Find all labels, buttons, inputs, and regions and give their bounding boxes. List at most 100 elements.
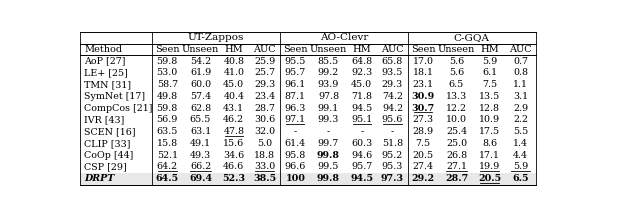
Text: 32.0: 32.0 [254, 127, 275, 136]
Text: -: - [294, 127, 297, 136]
Text: 96.6: 96.6 [285, 162, 306, 171]
Text: 97.3: 97.3 [381, 174, 404, 183]
Text: 28.7: 28.7 [445, 174, 468, 183]
Text: 95.1: 95.1 [351, 115, 372, 124]
Text: 45.0: 45.0 [223, 80, 244, 89]
Text: 34.6: 34.6 [223, 151, 244, 160]
Text: 38.5: 38.5 [253, 174, 276, 183]
Text: 6.1: 6.1 [482, 68, 497, 77]
Text: 17.1: 17.1 [479, 151, 500, 160]
Text: 71.8: 71.8 [351, 92, 372, 101]
Text: 7.5: 7.5 [415, 139, 431, 148]
Text: AUC: AUC [253, 45, 276, 54]
Text: 0.8: 0.8 [513, 68, 528, 77]
Text: 94.5: 94.5 [351, 104, 372, 113]
Text: -: - [360, 127, 364, 136]
Text: Unseen: Unseen [438, 45, 475, 54]
Text: 40.8: 40.8 [223, 57, 244, 66]
Text: HM: HM [225, 45, 243, 54]
Text: 62.8: 62.8 [190, 104, 211, 113]
Text: TMN [31]: TMN [31] [84, 80, 131, 89]
Text: 57.4: 57.4 [190, 92, 211, 101]
Text: 23.4: 23.4 [254, 92, 275, 101]
Text: 64.8: 64.8 [351, 57, 372, 66]
Text: 30.6: 30.6 [254, 115, 275, 124]
Text: 46.2: 46.2 [223, 115, 244, 124]
Text: 30.7: 30.7 [412, 104, 435, 113]
Text: SymNet [17]: SymNet [17] [84, 92, 145, 101]
Text: 97.1: 97.1 [285, 115, 306, 124]
Text: 52.1: 52.1 [157, 151, 178, 160]
Text: 53.0: 53.0 [157, 68, 178, 77]
Text: 5.6: 5.6 [449, 57, 464, 66]
Text: 54.2: 54.2 [190, 57, 211, 66]
Text: 20.5: 20.5 [478, 174, 501, 183]
Text: 10.9: 10.9 [479, 115, 500, 124]
Text: Seen: Seen [155, 45, 180, 54]
Text: 26.8: 26.8 [446, 151, 467, 160]
Text: 56.9: 56.9 [157, 115, 178, 124]
Text: 29.3: 29.3 [254, 80, 275, 89]
Text: 27.3: 27.3 [413, 115, 434, 124]
Text: 97.8: 97.8 [318, 92, 339, 101]
Text: 95.6: 95.6 [382, 115, 403, 124]
Text: 25.9: 25.9 [254, 57, 275, 66]
Text: LE+ [25]: LE+ [25] [84, 68, 128, 77]
Text: 99.2: 99.2 [318, 68, 339, 77]
Text: CSP [29]: CSP [29] [84, 162, 127, 171]
Text: 49.3: 49.3 [190, 151, 211, 160]
Text: 27.4: 27.4 [413, 162, 434, 171]
Text: 8.6: 8.6 [482, 139, 497, 148]
Text: 59.8: 59.8 [157, 104, 178, 113]
Text: 20.5: 20.5 [413, 151, 434, 160]
Text: 0.7: 0.7 [513, 57, 528, 66]
Text: 100: 100 [285, 174, 305, 183]
Text: 30.9: 30.9 [412, 92, 435, 101]
Text: 5.6: 5.6 [449, 68, 464, 77]
Text: 87.1: 87.1 [285, 92, 306, 101]
Text: 64.5: 64.5 [156, 174, 179, 183]
Text: 93.9: 93.9 [318, 80, 339, 89]
Text: 49.8: 49.8 [157, 92, 178, 101]
Text: 74.2: 74.2 [382, 92, 403, 101]
Text: C-GQA: C-GQA [454, 33, 490, 42]
Text: AoP [27]: AoP [27] [84, 57, 126, 66]
Text: 6.5: 6.5 [449, 80, 464, 89]
Text: CoOp [44]: CoOp [44] [84, 151, 134, 160]
Text: 13.5: 13.5 [479, 92, 500, 101]
Text: 5.9: 5.9 [482, 57, 497, 66]
Text: 94.6: 94.6 [351, 151, 372, 160]
Text: 12.2: 12.2 [446, 104, 467, 113]
Text: 99.3: 99.3 [318, 115, 339, 124]
Text: 5.0: 5.0 [257, 139, 272, 148]
Text: AUC: AUC [509, 45, 532, 54]
Text: 12.8: 12.8 [479, 104, 500, 113]
Text: 18.8: 18.8 [254, 151, 275, 160]
Text: SCEN [16]: SCEN [16] [84, 127, 136, 136]
Text: 40.4: 40.4 [223, 92, 244, 101]
Text: 6.5: 6.5 [512, 174, 529, 183]
Text: 94.2: 94.2 [382, 104, 403, 113]
Text: Unseen: Unseen [182, 45, 219, 54]
Text: IVR [43]: IVR [43] [84, 115, 125, 124]
Text: 5.9: 5.9 [513, 162, 528, 171]
Text: 99.1: 99.1 [318, 104, 339, 113]
Text: UT-Zappos: UT-Zappos [188, 33, 244, 42]
Text: 95.2: 95.2 [382, 151, 403, 160]
Text: 99.5: 99.5 [318, 162, 339, 171]
Text: -: - [391, 127, 394, 136]
Text: Seen: Seen [411, 45, 435, 54]
Text: 95.8: 95.8 [285, 151, 306, 160]
Text: 66.2: 66.2 [190, 162, 211, 171]
Text: Seen: Seen [283, 45, 307, 54]
Text: 18.1: 18.1 [413, 68, 434, 77]
Text: 27.1: 27.1 [446, 162, 467, 171]
Text: Unseen: Unseen [310, 45, 347, 54]
Text: DRPT: DRPT [84, 174, 115, 183]
Text: 95.7: 95.7 [351, 162, 372, 171]
Text: 28.7: 28.7 [254, 104, 275, 113]
Text: 96.1: 96.1 [285, 80, 306, 89]
Text: 93.5: 93.5 [382, 68, 403, 77]
Text: 60.3: 60.3 [351, 139, 372, 148]
Text: 29.2: 29.2 [412, 174, 435, 183]
